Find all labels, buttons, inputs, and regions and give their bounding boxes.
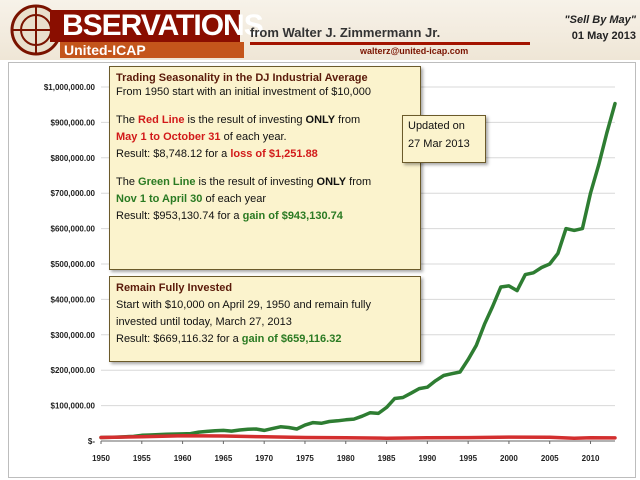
red-result: Result: $8,748.12 for a loss of $1,251.8… <box>116 147 414 161</box>
green-text-a: The <box>116 176 139 188</box>
green-text-only: ONLY <box>316 176 347 188</box>
x-tick-label: 1995 <box>459 454 477 463</box>
red-line-description: The Red Line is the result of investing … <box>116 113 414 127</box>
x-tick-label: 1965 <box>214 454 232 463</box>
x-tick-label: 1960 <box>174 454 192 463</box>
note-intro: From 1950 start with an initial investme… <box>116 86 371 98</box>
brand-title: BSERVATIONS <box>62 9 264 42</box>
updated-note: Updated on 27 Mar 2013 <box>402 115 486 163</box>
green-period: Nov 1 to April 30 <box>116 193 203 205</box>
green-text-e: from <box>346 176 372 188</box>
y-tick-label: $700,000.00 <box>51 189 96 198</box>
y-tick-label: $900,000.00 <box>51 118 96 127</box>
y-tick-label: $1,000,000.00 <box>44 83 96 92</box>
green-period-line: Nov 1 to April 30 of each year <box>116 192 414 206</box>
chart-panel: $- $100,000.00 $200,000.00 $300,000.00 $400,… <box>8 62 636 478</box>
brand-subtitle: United-ICAP <box>60 42 244 58</box>
x-tick-label: 1950 <box>92 454 110 463</box>
red-period: May 1 to October 31 <box>116 131 221 143</box>
series-line <box>99 101 617 440</box>
y-tick-label: $300,000.00 <box>51 331 96 340</box>
x-tick-label: 1955 <box>133 454 151 463</box>
y-tick-label: $100,000.00 <box>51 402 96 411</box>
x-tick-label: 1980 <box>337 454 355 463</box>
x-tick-label: 1985 <box>378 454 396 463</box>
green-period-tail: of each year <box>202 193 266 205</box>
red-text-c: is the result of investing <box>184 114 306 126</box>
brand-background <box>50 10 240 42</box>
y-tick-label: $800,000.00 <box>51 154 96 163</box>
red-result-b: loss of $1,251.88 <box>230 148 318 160</box>
x-tick-label: 2005 <box>541 454 559 463</box>
green-text-c: is the result of investing <box>195 176 317 188</box>
invested-title: Remain Fully Invested <box>116 282 233 294</box>
invested-line2: invested until today, March 27, 2013 <box>116 316 292 328</box>
y-tick-label: $200,000.00 <box>51 366 96 375</box>
red-line-label: Red Line <box>138 114 185 126</box>
y-tick-label: $400,000.00 <box>51 295 96 304</box>
fully-invested-note: Remain Fully Invested Start with $10,000… <box>109 276 421 362</box>
green-line-label: Green Line <box>138 176 196 188</box>
green-result-a: Result: $953,130.74 for a <box>116 210 243 222</box>
red-result-a: Result: $8,748.12 for a <box>116 148 231 160</box>
red-period-line: May 1 to October 31 of each year. <box>116 130 414 144</box>
green-result-b: gain of $943,130.74 <box>242 210 343 222</box>
updated-line1: Updated on <box>408 120 465 132</box>
y-tick-label: $- <box>88 437 95 446</box>
y-tick-label: $500,000.00 <box>51 260 96 269</box>
green-result: Result: $953,130.74 for a gain of $943,1… <box>116 209 414 223</box>
header-divider <box>250 42 530 45</box>
report-title: "Sell By May" <box>564 14 636 26</box>
red-period-tail: of each year. <box>220 131 287 143</box>
invested-line1: Start with $10,000 on April 29, 1950 and… <box>116 299 371 311</box>
x-tick-label: 2000 <box>500 454 518 463</box>
x-tick-label: 2010 <box>582 454 600 463</box>
header-banner: BSERVATIONS United-ICAP from Walter J. Z… <box>0 0 640 60</box>
green-line-description: The Green Line is the result of investin… <box>116 175 414 189</box>
note-title: Trading Seasonality in the DJ Industrial… <box>116 72 368 84</box>
seasonality-note: Trading Seasonality in the DJ Industrial… <box>109 66 421 270</box>
series-line <box>99 433 617 440</box>
x-tick-label: 1990 <box>418 454 436 463</box>
invested-result-b: gain of $659,116.32 <box>241 333 342 345</box>
x-tick-label: 1975 <box>296 454 314 463</box>
author-line: from Walter J. Zimmermann Jr. <box>250 25 441 40</box>
email-link[interactable]: walterz@united-icap.com <box>360 46 469 56</box>
y-tick-label: $600,000.00 <box>51 225 96 234</box>
invested-result: Result: $669,116.32 for a gain of $659,1… <box>116 332 414 346</box>
invested-result-a: Result: $669,116.32 for a <box>116 333 242 345</box>
x-tick-label: 1970 <box>255 454 273 463</box>
updated-line2: 27 Mar 2013 <box>408 138 470 150</box>
red-text-a: The <box>116 114 139 126</box>
report-date: 01 May 2013 <box>571 30 636 42</box>
red-text-e: from <box>335 114 361 126</box>
red-text-only: ONLY <box>305 114 336 126</box>
